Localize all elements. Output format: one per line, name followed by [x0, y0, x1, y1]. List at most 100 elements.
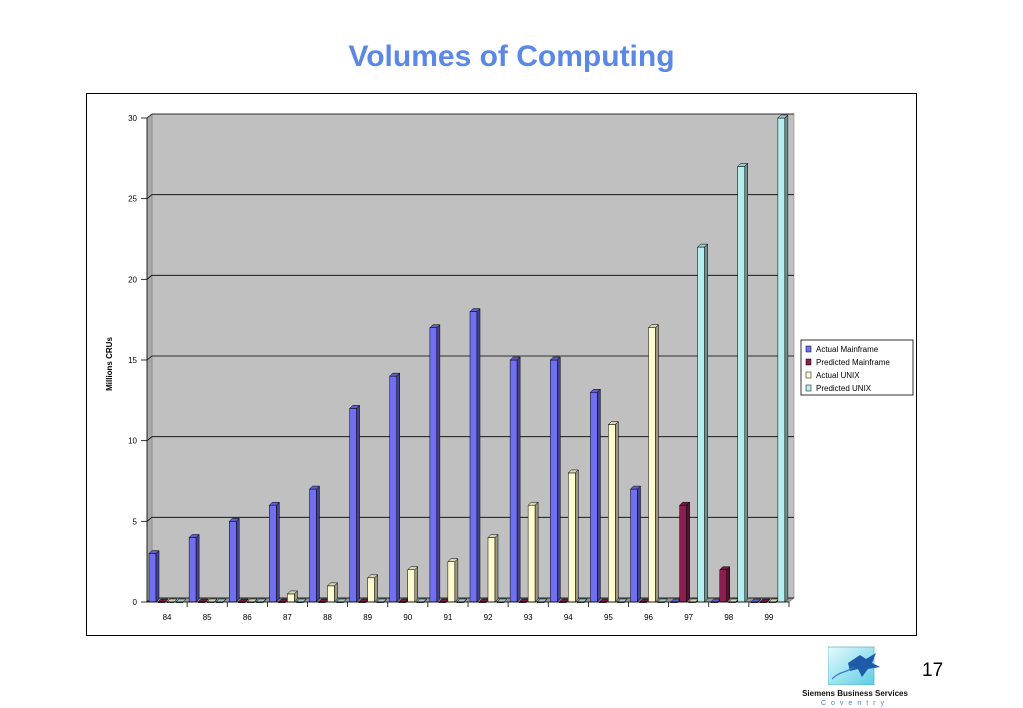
legend-entry: Predicted Mainframe: [816, 358, 890, 367]
bar: [737, 162, 749, 603]
bar-front: [447, 561, 456, 603]
bar: [389, 372, 401, 603]
x-tick-label: 86: [243, 613, 252, 622]
bar-side: [516, 356, 521, 603]
x-tick-label: 94: [564, 613, 573, 622]
legend-entry: Actual UNIX: [816, 371, 860, 380]
bar-side: [236, 517, 240, 603]
bar-chart: 0 5 10 15 20 25 30 84 85 86 87 88 89 90 91 92 93 94 95 96 97…: [105, 113, 914, 622]
x-tick-label: 93: [524, 613, 533, 622]
bar-front: [349, 408, 357, 603]
bar-side: [195, 533, 200, 603]
bar-side: [637, 485, 641, 603]
bar-side: [414, 566, 418, 603]
bar-side: [423, 598, 427, 603]
x-tick-label: 88: [323, 613, 332, 622]
bar-side: [334, 582, 338, 603]
bar: [326, 582, 339, 603]
bar-side: [222, 598, 227, 603]
bar-front: [777, 117, 786, 603]
bar-front: [469, 311, 478, 603]
bar-side: [213, 598, 218, 603]
slide-title: Volumes of Computing: [348, 40, 675, 73]
bar-front: [509, 359, 518, 603]
gridline: [146, 355, 794, 361]
bar-side: [182, 598, 187, 603]
legend-entry: Actual Mainframe: [816, 345, 879, 354]
x-tick-label: 92: [484, 613, 493, 622]
y-tick-label: 30: [128, 114, 137, 123]
bar-side: [543, 598, 548, 603]
bar-side: [557, 356, 561, 603]
legend: Actual Mainframe Predicted Mainframe Actua…: [800, 339, 914, 396]
bar-side: [726, 566, 730, 603]
bar-side: [173, 598, 178, 603]
bar: [487, 533, 499, 603]
bar-side: [245, 598, 249, 603]
axes: [141, 117, 790, 607]
bar-front: [679, 504, 687, 603]
bar: [308, 485, 321, 603]
bar-side: [396, 372, 400, 603]
gridline: [146, 274, 794, 280]
bar-front: [407, 569, 415, 603]
bar-front: [630, 488, 638, 603]
bar: [719, 566, 731, 603]
bar-front: [367, 577, 375, 603]
bar-side: [276, 501, 280, 603]
logo-company-name: Siemens Business Services: [802, 689, 908, 698]
y-axis-label: Millions CRUs: [105, 337, 114, 391]
bar-front: [287, 593, 295, 603]
bar-side: [655, 324, 659, 603]
gridline: [146, 113, 794, 119]
gridline: [146, 516, 794, 522]
bar-side: [494, 533, 499, 603]
bar: [647, 324, 660, 603]
bar-front: [648, 327, 656, 603]
bar-side: [204, 598, 209, 603]
bar-side: [356, 404, 360, 603]
bars: [148, 114, 789, 603]
bar-side: [164, 598, 169, 603]
bar-side: [615, 420, 619, 603]
bar: [777, 114, 789, 603]
bar: [429, 324, 441, 603]
bar: [286, 590, 298, 603]
bar-side: [303, 598, 307, 603]
bar-side: [766, 598, 771, 603]
siemens-logo-icon: [827, 645, 888, 686]
bar-side: [744, 162, 748, 603]
legend-swatch: [805, 345, 812, 353]
bar: [607, 420, 619, 603]
bar-side: [343, 598, 347, 603]
bar-front: [527, 504, 536, 603]
bar: [367, 574, 379, 603]
bar-side: [374, 574, 378, 603]
bar-side: [476, 307, 481, 603]
bar-front: [719, 569, 727, 603]
bar-front: [188, 537, 197, 603]
bar-side: [316, 485, 320, 603]
bar: [509, 356, 521, 603]
bar-front: [309, 488, 317, 603]
legend-box: [800, 339, 914, 396]
x-tick-label: 99: [764, 613, 773, 622]
x-tick-label: 85: [203, 613, 212, 622]
x-tick-label: 89: [363, 613, 372, 622]
bar: [629, 485, 642, 603]
bar: [527, 501, 539, 603]
y-tick-label: 0: [133, 598, 138, 607]
x-tick-label: 95: [604, 613, 613, 622]
page-number: 17: [922, 660, 944, 681]
y-tick-label: 25: [128, 195, 137, 204]
bar-side: [584, 598, 588, 603]
bar-side: [757, 598, 762, 603]
bar-front: [487, 537, 496, 603]
bar-front: [389, 375, 397, 603]
bar-side: [463, 598, 468, 603]
bar-side: [263, 598, 267, 603]
bar-side: [254, 598, 258, 603]
bar: [549, 356, 561, 603]
bar-side: [624, 598, 628, 603]
bar-side: [155, 549, 160, 603]
